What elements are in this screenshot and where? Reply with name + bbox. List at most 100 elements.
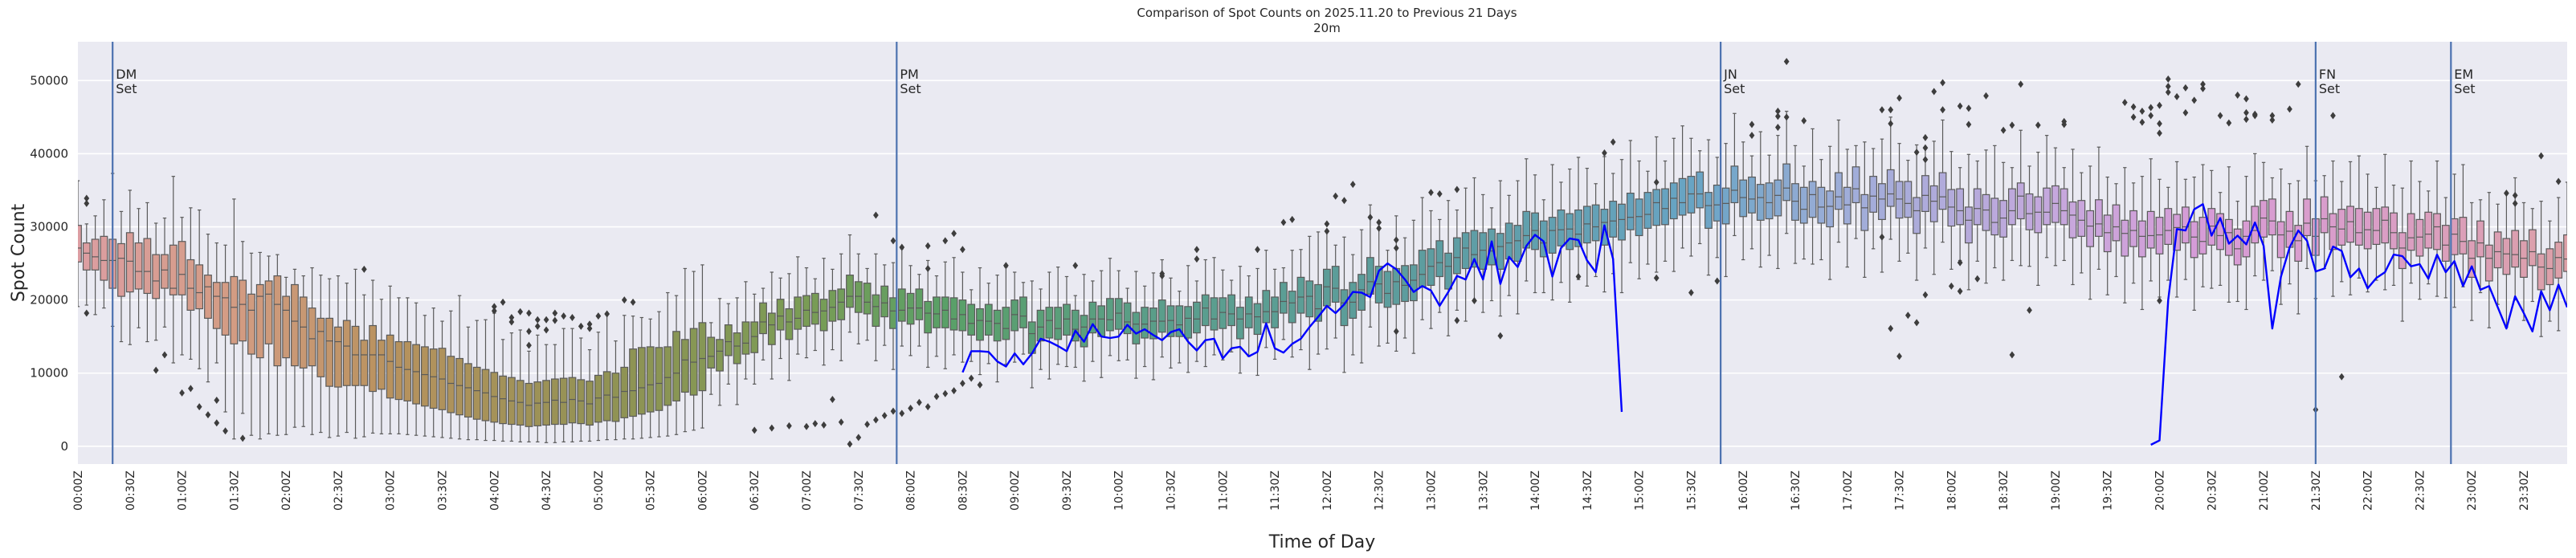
outlier-point bbox=[873, 416, 879, 424]
box-iqr bbox=[2468, 240, 2476, 278]
outlier-point bbox=[1940, 106, 1945, 114]
box-plot-192 bbox=[1739, 141, 1748, 261]
outlier-point bbox=[1602, 149, 1607, 157]
x-tick-label: 05:00Z bbox=[593, 470, 606, 511]
outlier-point bbox=[2139, 118, 2145, 126]
box-plot-127 bbox=[1175, 291, 1184, 364]
outlier-point bbox=[1957, 287, 1963, 295]
box-iqr bbox=[1678, 177, 1687, 216]
box-iqr bbox=[533, 381, 542, 426]
box-plot-48 bbox=[490, 312, 499, 442]
box-iqr bbox=[1262, 290, 1271, 324]
box-plot-272 bbox=[2433, 160, 2441, 297]
box-plot-235 bbox=[2112, 183, 2121, 278]
box-plot-150 bbox=[1374, 227, 1383, 347]
outlier-point bbox=[2009, 121, 2015, 129]
box-iqr bbox=[2121, 219, 2129, 257]
outlier-point bbox=[1922, 144, 1929, 152]
box-plot-42 bbox=[438, 320, 447, 438]
outlier-point bbox=[2217, 112, 2223, 120]
box-iqr bbox=[680, 339, 689, 393]
box-plot-139 bbox=[1280, 267, 1288, 340]
box-plot-273 bbox=[2441, 197, 2450, 299]
box-plot-134 bbox=[1236, 266, 1244, 374]
x-tick-label: 06:30Z bbox=[749, 470, 761, 511]
outlier-point bbox=[1653, 274, 1659, 282]
outlier-point bbox=[1879, 106, 1885, 114]
box-iqr bbox=[741, 321, 750, 355]
box-iqr bbox=[212, 282, 221, 329]
box-plot-123 bbox=[1141, 285, 1149, 368]
outlier-point bbox=[1610, 138, 1616, 146]
box-iqr bbox=[82, 242, 91, 271]
x-tick-label: 19:30Z bbox=[2102, 470, 2115, 511]
outlier-point bbox=[1983, 92, 1989, 100]
box-plot-24 bbox=[282, 276, 291, 435]
box-iqr bbox=[412, 344, 421, 405]
box-iqr bbox=[394, 340, 403, 401]
box-iqr bbox=[2146, 210, 2155, 249]
outlier-point bbox=[2027, 306, 2032, 314]
box-plot-154 bbox=[1409, 219, 1418, 354]
box-plot-263 bbox=[2354, 155, 2363, 279]
outlier-point bbox=[873, 211, 879, 219]
box-iqr bbox=[1071, 309, 1080, 342]
box-plot-203 bbox=[1835, 119, 1843, 243]
box-plot-266 bbox=[2381, 153, 2390, 291]
x-tick-label: 15:00Z bbox=[1634, 470, 1647, 511]
outlier-point bbox=[908, 404, 913, 412]
box-iqr bbox=[134, 242, 143, 290]
box-plot-180 bbox=[1635, 160, 1643, 279]
outlier-point bbox=[491, 307, 497, 315]
outlier-point bbox=[1653, 178, 1659, 186]
box-iqr bbox=[1618, 203, 1626, 241]
box-iqr bbox=[550, 378, 559, 426]
box-plot-239 bbox=[2146, 158, 2155, 282]
set-marker-label: JN bbox=[1723, 67, 1737, 82]
box-iqr bbox=[1452, 237, 1461, 275]
x-tick-label: 02:00Z bbox=[280, 470, 293, 511]
box-plot-69 bbox=[672, 295, 680, 435]
box-plot-216 bbox=[1947, 151, 1956, 270]
outlier-point bbox=[526, 309, 532, 317]
outlier-point bbox=[751, 426, 757, 434]
box-plot-129 bbox=[1193, 280, 1201, 362]
outlier-point bbox=[2035, 121, 2041, 129]
box-iqr bbox=[2034, 196, 2043, 234]
outlier-point bbox=[534, 316, 541, 324]
box-iqr bbox=[1314, 283, 1323, 322]
box-iqr bbox=[186, 259, 195, 311]
outlier-point bbox=[491, 303, 497, 311]
outlier-point bbox=[1801, 116, 1807, 124]
x-axis: 00:00Z 00:30Z 01:00Z 01:30Z 02:00Z 02:30Z 03:0… bbox=[72, 470, 2531, 511]
box-iqr bbox=[1236, 307, 1244, 340]
set-marker-label: Set bbox=[2319, 81, 2340, 96]
box-plot-204 bbox=[1843, 149, 1851, 268]
box-plot-224 bbox=[2016, 129, 2025, 267]
box-iqr bbox=[933, 296, 941, 328]
outlier-point bbox=[196, 403, 202, 411]
outlier-point bbox=[2269, 116, 2276, 124]
x-tick-label: 22:00Z bbox=[2362, 470, 2375, 511]
box-iqr bbox=[1392, 267, 1401, 305]
box-iqr bbox=[1609, 201, 1618, 238]
outlier-point bbox=[830, 396, 835, 404]
box-plot-122 bbox=[1132, 271, 1141, 379]
box-plot-120 bbox=[1114, 270, 1123, 361]
outlier-point bbox=[1974, 275, 1981, 283]
outlier-point bbox=[2287, 105, 2292, 113]
box-plot-202 bbox=[1826, 145, 1835, 280]
outlier-point bbox=[2191, 96, 2198, 104]
box-iqr bbox=[2493, 231, 2502, 269]
box-iqr bbox=[204, 275, 212, 320]
outlier-point bbox=[1940, 79, 1945, 87]
x-tick-label: 15:30Z bbox=[1685, 470, 1698, 511]
box-iqr bbox=[299, 296, 308, 369]
outlier-point bbox=[1159, 272, 1166, 280]
box-plot-215 bbox=[1938, 119, 1947, 243]
box-iqr bbox=[2424, 211, 2433, 249]
box-iqr bbox=[239, 279, 247, 342]
today-series-line bbox=[961, 224, 1623, 413]
box-plot-243 bbox=[2181, 178, 2190, 280]
x-tick-label: 01:30Z bbox=[228, 470, 241, 511]
